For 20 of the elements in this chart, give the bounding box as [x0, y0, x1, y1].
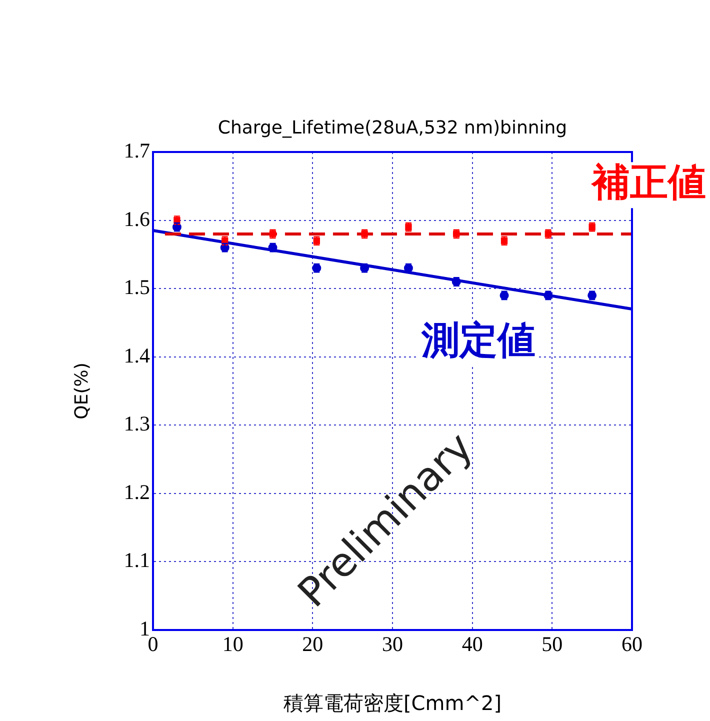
y-tick-label: 1.3 [124, 412, 150, 436]
x-tick-label: 60 [622, 632, 642, 656]
series-label: 測定値 [420, 318, 536, 362]
x-tick-label: 10 [222, 632, 244, 656]
x-tick-label: 40 [462, 632, 483, 656]
y-tick-label: 1.4 [124, 343, 150, 368]
x-tick-label: 50 [542, 632, 563, 656]
y-axis-title: QE(%) [71, 362, 92, 420]
series-label: 補正値 [590, 160, 706, 204]
chart-title: Charge_Lifetime(28uA,532 nm)binning [218, 118, 568, 139]
y-tick-label: 1.7 [124, 138, 150, 163]
y-tick-label: 1.5 [124, 275, 150, 300]
y-tick-label: 1.6 [124, 206, 150, 231]
y-tick-label: 1 [140, 616, 150, 641]
x-axis-title: 積算電荷密度[Cmm^2] [283, 691, 502, 716]
x-tick-label: 20 [302, 632, 324, 656]
x-tick-label: 30 [382, 632, 403, 656]
y-tick-label: 1.1 [124, 548, 150, 572]
x-tick-label: 0 [148, 632, 158, 656]
y-tick-label: 1.2 [124, 480, 150, 504]
